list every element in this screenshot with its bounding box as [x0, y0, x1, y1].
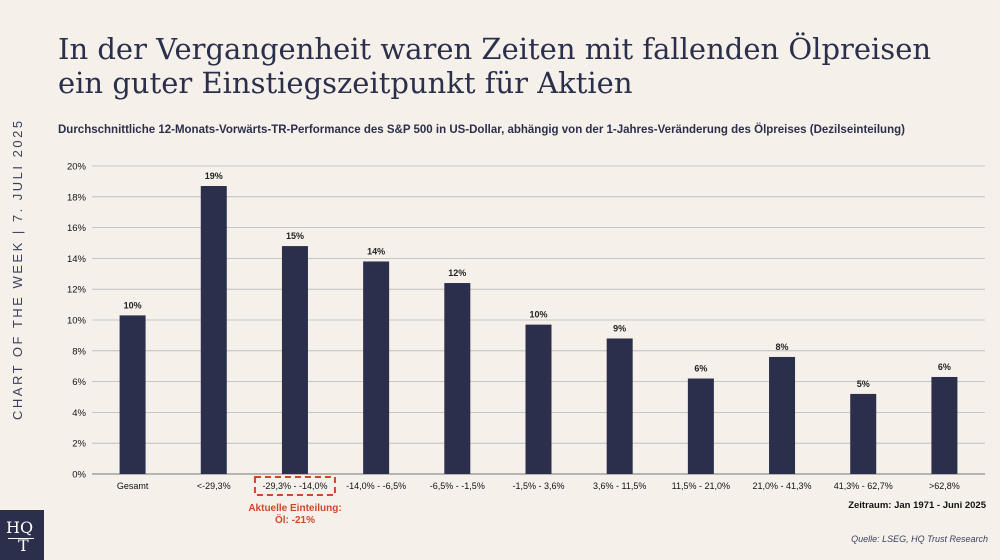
x-tick-label: Gesamt	[117, 481, 149, 491]
logo-background	[0, 510, 44, 560]
y-tick-label: 18%	[67, 192, 87, 203]
data-label: 5%	[857, 379, 870, 389]
period-note: Zeitraum: Jan 1971 - Juni 2025	[848, 500, 986, 511]
x-tick-labels: Gesamt <-29,3% -29,3% - -14,0% -14,0% - -6,…	[117, 481, 960, 491]
logo-text-1: HQ	[6, 518, 34, 537]
data-label: 10%	[124, 300, 142, 310]
y-tick-label: 4%	[72, 408, 86, 419]
y-tick-label: 12%	[67, 285, 87, 296]
highlight-box	[253, 476, 336, 496]
x-tick-label: >62,8%	[929, 481, 960, 491]
x-tick-label: 3,6% - 11,5%	[593, 481, 646, 491]
chart-subtitle: Durchschnittliche 12-Monats-Vorwärts-TR-…	[58, 124, 905, 136]
data-label: 19%	[205, 171, 223, 181]
data-label: 9%	[613, 323, 626, 333]
x-tick-label: <-29,3%	[197, 481, 231, 491]
bar-chart: 0% 2% 4% 6% 8% 10% 12% 14% 16% 18% 20% 10% 19% 15% 14…	[67, 162, 985, 496]
data-label: 6%	[694, 364, 707, 374]
bar	[931, 376, 958, 474]
y-tick-label: 10%	[67, 316, 87, 327]
data-label: 15%	[286, 231, 304, 241]
bar	[687, 378, 714, 474]
data-label: 6%	[938, 362, 951, 372]
x-tick-label: 11,5% - 21,0%	[672, 481, 730, 491]
data-label: 12%	[448, 268, 466, 278]
page-title: In der Vergangenheit waren Zeiten mit fa…	[58, 32, 978, 100]
highlight-box	[253, 476, 336, 496]
bar	[525, 324, 552, 474]
bar	[444, 283, 471, 474]
title-line-2: ein guter Einstiegszeitpunkt für Aktien	[58, 66, 633, 100]
data-label: 8%	[776, 342, 789, 352]
x-tick-label: -14,0% - -6,5%	[346, 481, 406, 491]
bar	[769, 356, 796, 474]
bar	[200, 186, 227, 474]
y-tick-label: 0%	[72, 470, 86, 481]
data-label: 14%	[367, 246, 385, 256]
bar	[363, 261, 390, 474]
hq-trust-logo: HQ T	[4, 518, 38, 558]
title-line-1: In der Vergangenheit waren Zeiten mit fa…	[58, 32, 932, 66]
bar	[606, 338, 633, 474]
y-tick-label: 6%	[72, 377, 86, 388]
y-tick-label: 2%	[72, 439, 86, 450]
y-tick-label: 16%	[67, 223, 87, 234]
source-note: Quelle: LSEG, HQ Trust Research	[851, 534, 988, 544]
logo-text-2: T	[18, 536, 29, 555]
current-label-line-2: Öl: -21%	[274, 515, 315, 526]
logo-divider	[8, 538, 34, 539]
y-tick-label: 20%	[67, 162, 87, 173]
x-tick-label: 41,3% - 62,7%	[834, 481, 893, 491]
data-labels: 10% 19% 15% 14% 12% 10% 9% 6% 8% 5% 6%	[124, 171, 951, 389]
y-tick-labels: 0% 2% 4% 6% 8% 10% 12% 14% 16% 18% 20%	[67, 162, 87, 481]
bar	[850, 393, 877, 474]
x-tick-label: 21,0% - 41,3%	[753, 481, 812, 491]
bar	[281, 246, 308, 474]
current-label-line-1: Aktuelle Einteilung:	[248, 503, 342, 514]
x-tick-label: -6,5% - -1,5%	[430, 481, 485, 491]
data-label: 10%	[529, 310, 547, 320]
y-tick-label: 14%	[67, 254, 87, 265]
x-tick-label: -1,5% - 3,6%	[512, 481, 564, 491]
current-classification-label: Aktuelle Einteilung: Öl: -21%	[240, 503, 350, 527]
bars	[119, 186, 958, 474]
y-tick-label: 8%	[72, 346, 86, 357]
x-tick-label: -29,3% - -14,0%	[262, 481, 327, 491]
bar	[119, 315, 146, 474]
